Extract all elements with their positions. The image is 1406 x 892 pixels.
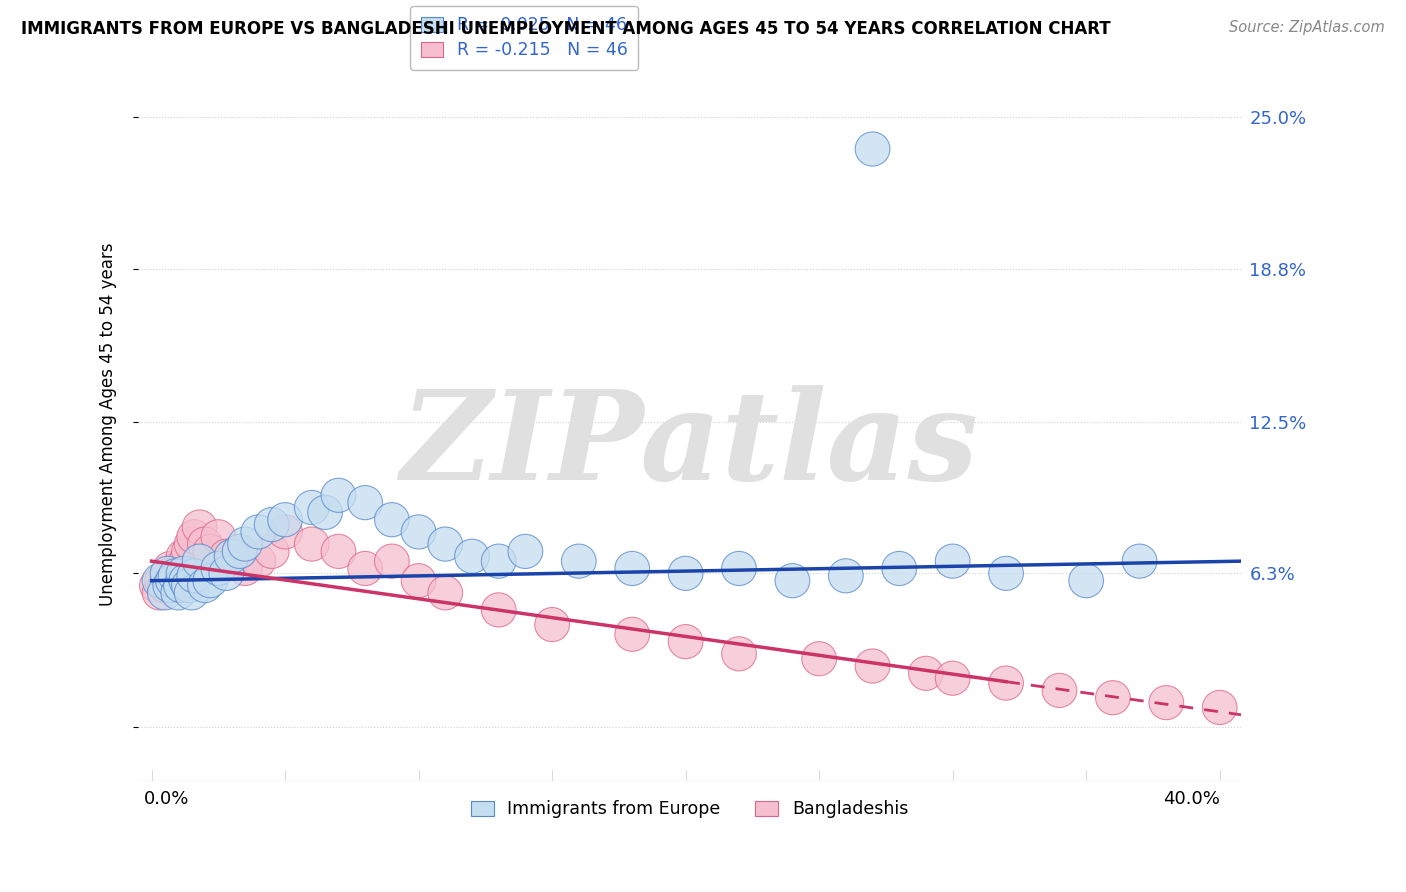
Ellipse shape — [401, 515, 436, 549]
Y-axis label: Unemployment Among Ages 45 to 54 years: Unemployment Among Ages 45 to 54 years — [100, 243, 117, 607]
Ellipse shape — [935, 661, 970, 695]
Ellipse shape — [166, 539, 201, 574]
Ellipse shape — [228, 551, 263, 585]
Text: ZIPatlas: ZIPatlas — [401, 385, 979, 507]
Ellipse shape — [172, 568, 207, 603]
Ellipse shape — [209, 557, 243, 591]
Ellipse shape — [721, 551, 756, 585]
Ellipse shape — [183, 544, 217, 578]
Ellipse shape — [209, 539, 243, 574]
Ellipse shape — [183, 510, 217, 544]
Ellipse shape — [142, 576, 177, 610]
Ellipse shape — [163, 557, 198, 591]
Ellipse shape — [534, 607, 569, 641]
Ellipse shape — [988, 666, 1024, 700]
Ellipse shape — [169, 564, 204, 598]
Ellipse shape — [177, 558, 212, 593]
Ellipse shape — [454, 539, 489, 574]
Ellipse shape — [187, 527, 222, 561]
Ellipse shape — [166, 557, 201, 591]
Ellipse shape — [508, 534, 543, 568]
Ellipse shape — [668, 557, 703, 591]
Ellipse shape — [855, 132, 890, 166]
Ellipse shape — [222, 534, 257, 568]
Ellipse shape — [1095, 681, 1130, 714]
Ellipse shape — [427, 576, 463, 610]
Ellipse shape — [169, 544, 204, 578]
Ellipse shape — [294, 491, 329, 524]
Ellipse shape — [160, 576, 195, 610]
Ellipse shape — [1122, 544, 1157, 578]
Ellipse shape — [201, 520, 236, 554]
Ellipse shape — [228, 527, 263, 561]
Text: Source: ZipAtlas.com: Source: ZipAtlas.com — [1229, 20, 1385, 35]
Ellipse shape — [1149, 686, 1184, 720]
Ellipse shape — [201, 551, 236, 585]
Ellipse shape — [294, 527, 329, 561]
Legend: Immigrants from Europe, Bangladeshis: Immigrants from Europe, Bangladeshis — [464, 794, 915, 825]
Ellipse shape — [321, 534, 356, 568]
Ellipse shape — [321, 478, 356, 512]
Ellipse shape — [1042, 673, 1077, 707]
Ellipse shape — [614, 617, 650, 651]
Ellipse shape — [148, 568, 183, 603]
Ellipse shape — [427, 527, 463, 561]
Ellipse shape — [240, 515, 276, 549]
Ellipse shape — [214, 544, 249, 578]
Ellipse shape — [614, 551, 650, 585]
Text: IMMIGRANTS FROM EUROPE VS BANGLADESHI UNEMPLOYMENT AMONG AGES 45 TO 54 YEARS COR: IMMIGRANTS FROM EUROPE VS BANGLADESHI UN… — [21, 20, 1111, 37]
Ellipse shape — [374, 544, 409, 578]
Ellipse shape — [855, 649, 890, 683]
Ellipse shape — [267, 515, 302, 549]
Ellipse shape — [347, 551, 382, 585]
Ellipse shape — [214, 539, 249, 574]
Text: 0.0%: 0.0% — [143, 790, 188, 808]
Ellipse shape — [153, 568, 187, 603]
Ellipse shape — [668, 624, 703, 658]
Ellipse shape — [481, 544, 516, 578]
Ellipse shape — [240, 544, 276, 578]
Ellipse shape — [254, 534, 290, 568]
Ellipse shape — [347, 485, 382, 520]
Ellipse shape — [139, 568, 174, 603]
Ellipse shape — [148, 576, 183, 610]
Ellipse shape — [174, 527, 209, 561]
Ellipse shape — [142, 564, 177, 598]
Ellipse shape — [1069, 564, 1104, 598]
Ellipse shape — [159, 564, 193, 598]
Ellipse shape — [1202, 690, 1237, 724]
Ellipse shape — [801, 641, 837, 676]
Ellipse shape — [401, 564, 436, 598]
Ellipse shape — [561, 544, 596, 578]
Ellipse shape — [721, 637, 756, 671]
Ellipse shape — [156, 568, 190, 603]
Ellipse shape — [153, 551, 187, 585]
Ellipse shape — [908, 657, 943, 690]
Ellipse shape — [193, 534, 228, 568]
Ellipse shape — [988, 557, 1024, 591]
Ellipse shape — [828, 558, 863, 593]
Ellipse shape — [308, 495, 343, 530]
Ellipse shape — [775, 564, 810, 598]
Ellipse shape — [481, 593, 516, 627]
Ellipse shape — [187, 568, 222, 603]
Ellipse shape — [882, 551, 917, 585]
Ellipse shape — [156, 564, 190, 598]
Ellipse shape — [160, 551, 195, 585]
Ellipse shape — [172, 534, 207, 568]
Ellipse shape — [222, 534, 257, 568]
Ellipse shape — [150, 557, 186, 591]
Ellipse shape — [174, 576, 209, 610]
Ellipse shape — [254, 508, 290, 541]
Ellipse shape — [374, 502, 409, 537]
Ellipse shape — [150, 558, 186, 593]
Ellipse shape — [163, 568, 198, 603]
Ellipse shape — [177, 520, 212, 554]
Ellipse shape — [267, 502, 302, 537]
Ellipse shape — [935, 544, 970, 578]
Ellipse shape — [145, 564, 180, 598]
Text: 40.0%: 40.0% — [1163, 790, 1219, 808]
Ellipse shape — [193, 564, 228, 598]
Ellipse shape — [159, 558, 193, 593]
